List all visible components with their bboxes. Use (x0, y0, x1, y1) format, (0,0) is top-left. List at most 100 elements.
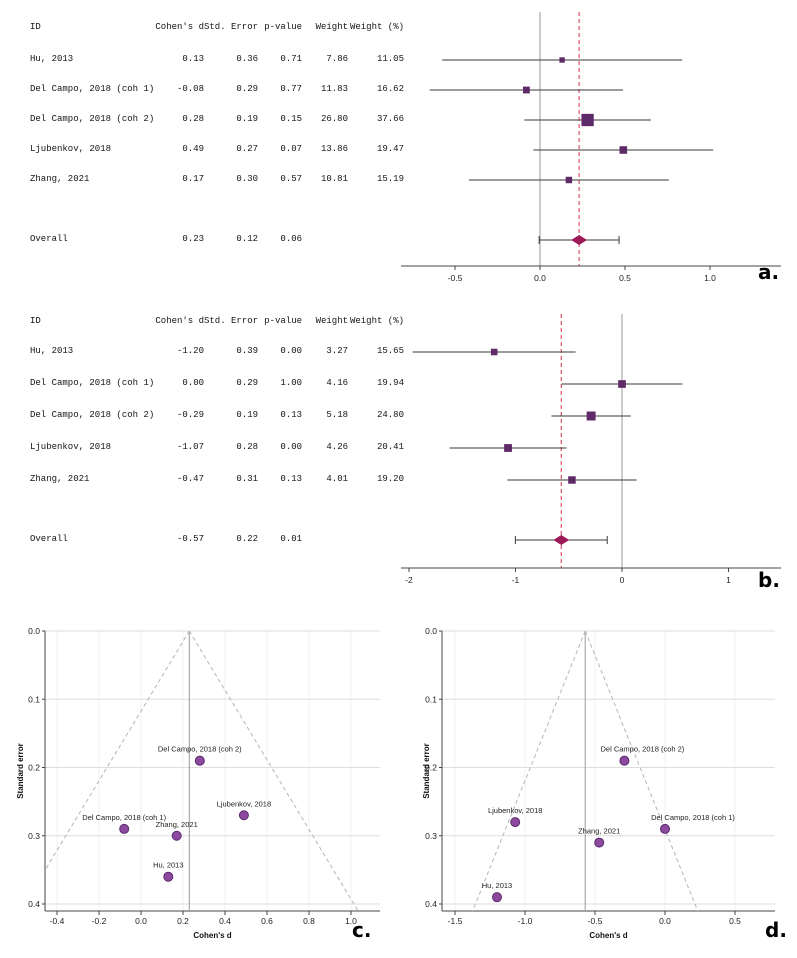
study-id: Ljubenkov, 2018 (30, 144, 112, 154)
study-point-label: Hu, 2013 (153, 861, 183, 870)
y-axis-tick-label: 0.0 (28, 626, 40, 636)
value-cell: 0.12 (236, 234, 258, 244)
y-axis-tick-label: 0.1 (28, 694, 40, 704)
study-marker (568, 476, 576, 484)
study-point-label: Hu, 2013 (482, 881, 512, 890)
funnel-ci-line-right (584, 630, 699, 912)
forest-table-b: ID Cohen's d Std. Error p-value Weight Weight… (30, 300, 406, 600)
study-point-label: Ljubenkov, 2018 (217, 799, 272, 808)
panel-label-b: b. (758, 568, 780, 592)
study-point-label: Zhang, 2021 (156, 820, 198, 829)
study-id: Zhang, 2021 (30, 174, 90, 184)
x-axis-tick-label: -0.5 (448, 273, 463, 283)
study-id: Hu, 2013 (30, 54, 74, 64)
column-header: p-value (264, 316, 302, 326)
value-cell: 0.13 (280, 474, 302, 484)
value-cell: 0.23 (182, 234, 204, 244)
value-cell: 0.22 (236, 534, 258, 544)
value-cell: 4.01 (326, 474, 348, 484)
y-axis-label: Standard error (16, 743, 25, 799)
study-point (619, 755, 630, 766)
study-point-label: Del Campo, 2018 (coh 1) (651, 813, 735, 822)
value-cell: 16.62 (376, 84, 404, 94)
x-axis-tick-label: -0.2 (92, 916, 107, 926)
column-header: Std. Error (204, 316, 259, 326)
value-cell: 0.19 (236, 410, 258, 420)
table-row: Del Campo, 2018 (coh 2) 0.28 0.19 0.15 26.80… (30, 114, 404, 125)
value-cell: 0.28 (236, 442, 258, 452)
x-axis-tick-label: 0.4 (219, 916, 231, 926)
y-axis-tick-label: 0.4 (425, 899, 437, 909)
value-cell: 4.16 (326, 378, 348, 388)
x-axis-tick-label: 0.5 (729, 916, 741, 926)
value-cell: 0.29 (236, 378, 258, 388)
forest-table-a: ID Cohen's d Std. Error p-value Weight Weight… (30, 0, 406, 300)
value-cell: 0.07 (280, 144, 302, 154)
panel-label-d: d. (765, 918, 787, 942)
value-cell: 11.83 (320, 84, 348, 94)
value-cell: 1.00 (280, 378, 302, 388)
x-axis-tick-label: -0.4 (50, 916, 65, 926)
study-marker (565, 176, 573, 184)
forest-plot-b: -2 -1 0 1 (401, 314, 781, 585)
funnel-ci-line-left (472, 630, 586, 912)
column-header: p-value (264, 22, 302, 32)
value-cell: 15.19 (376, 174, 404, 184)
value-cell: 10.81 (320, 174, 348, 184)
table-overall-row: Overall -0.57 0.22 0.01 (30, 534, 404, 545)
study-point (194, 755, 205, 766)
value-cell: 19.47 (376, 144, 404, 154)
value-cell: 24.80 (376, 410, 404, 420)
y-axis-tick-label: 0.2 (425, 763, 437, 773)
value-cell: 0.30 (236, 174, 258, 184)
study-id: Zhang, 2021 (30, 474, 90, 484)
value-cell: 0.31 (236, 474, 258, 484)
study-id: Del Campo, 2018 (coh 2) (30, 114, 155, 124)
study-point-label: Zhang, 2021 (578, 827, 620, 836)
column-header: Cohen's d (155, 22, 204, 32)
overall-diamond (553, 535, 570, 545)
study-id: Overall (30, 234, 68, 244)
table-row: Ljubenkov, 2018 -1.07 0.28 0.00 4.26 20.41 (30, 442, 404, 453)
table-row: Zhang, 2021 0.17 0.30 0.57 10.81 15.19 (30, 174, 404, 185)
study-id: Overall (30, 534, 68, 544)
table-header-row: ID Cohen's d Std. Error p-value Weight Weight… (30, 316, 404, 327)
study-marker (522, 86, 530, 94)
study-point (510, 817, 521, 828)
column-header: Weight (%) (349, 316, 404, 326)
x-axis-tick-label: 0.5 (619, 273, 631, 283)
x-axis-tick-label: -1.0 (518, 916, 533, 926)
value-cell: 15.65 (376, 346, 404, 356)
column-header: Std. Error (204, 22, 259, 32)
value-cell: 0.15 (280, 114, 302, 124)
study-marker (619, 146, 628, 154)
x-axis-tick-label: 1.0 (704, 273, 716, 283)
x-axis-tick-label: 1.0 (345, 916, 357, 926)
column-header: ID (30, 22, 41, 32)
value-cell: 0.28 (182, 114, 204, 124)
funnel-ci-line-right (188, 630, 359, 912)
study-point (119, 823, 130, 834)
value-cell: 19.94 (376, 378, 404, 388)
study-id: Hu, 2013 (30, 346, 74, 356)
panel-label-c: c. (352, 918, 372, 942)
y-axis-tick-label: 0.0 (425, 626, 437, 636)
y-axis-tick-label: 0.2 (28, 763, 40, 773)
x-axis-tick-label: -1 (512, 575, 520, 585)
study-marker (490, 348, 498, 356)
overall-diamond (571, 235, 588, 245)
study-marker (586, 411, 596, 421)
y-axis-label: Standard error (422, 743, 431, 799)
column-header: Weight (315, 316, 348, 326)
value-cell: 0.39 (236, 346, 258, 356)
y-axis-tick-label: 0.4 (28, 899, 40, 909)
x-axis-tick-label: -1.5 (448, 916, 463, 926)
study-point (238, 810, 249, 821)
value-cell: 0.00 (280, 346, 302, 356)
value-cell: -0.08 (176, 84, 204, 94)
x-axis-tick-label: 0.0 (534, 273, 546, 283)
value-cell: 3.27 (326, 346, 348, 356)
value-cell: 11.05 (376, 54, 404, 64)
value-cell: 0.13 (280, 410, 302, 420)
